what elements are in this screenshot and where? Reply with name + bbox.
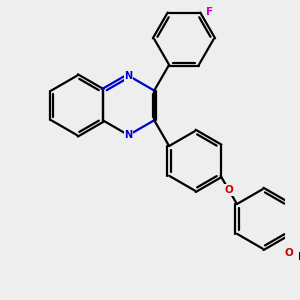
Text: O: O — [284, 248, 293, 258]
Text: N: N — [124, 130, 133, 140]
Text: F: F — [206, 7, 213, 17]
Text: O: O — [224, 185, 233, 195]
Text: N: N — [124, 71, 133, 81]
Text: H: H — [298, 252, 300, 262]
